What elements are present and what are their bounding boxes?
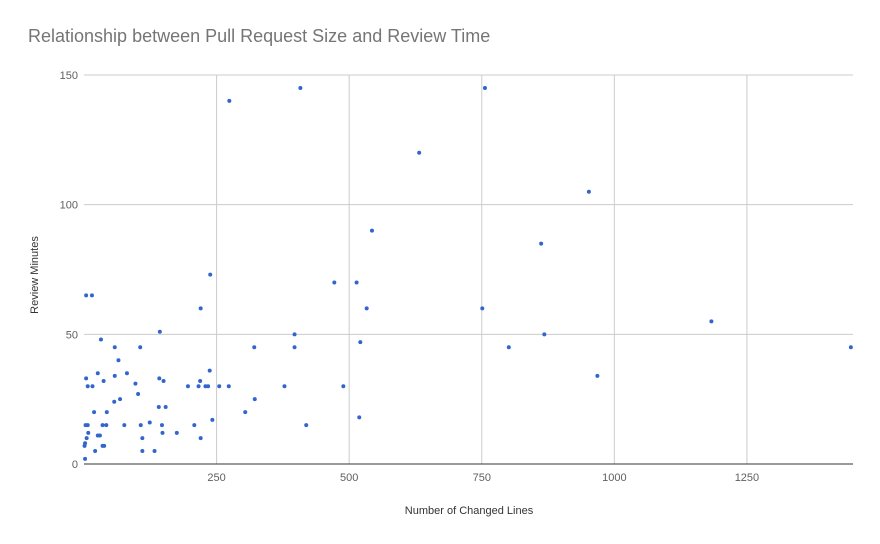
data-point — [85, 423, 90, 428]
tick-labels: 0 50 100 150 250 500 750 1000 1250 — [60, 70, 760, 484]
data-point — [480, 306, 485, 311]
data-point — [98, 337, 103, 342]
data-point — [207, 368, 212, 373]
data-point — [185, 384, 190, 389]
data-point — [112, 373, 117, 378]
data-point — [506, 345, 511, 350]
data-point — [354, 280, 359, 285]
data-point — [206, 384, 211, 389]
data-point — [292, 332, 297, 337]
y-tick-label: 0 — [72, 459, 78, 471]
data-point — [198, 379, 203, 384]
data-point — [586, 189, 591, 194]
y-tick-label: 100 — [60, 200, 78, 212]
y-tick-label: 50 — [66, 329, 78, 341]
data-point — [92, 410, 97, 415]
data-point — [358, 340, 363, 345]
data-point — [192, 423, 197, 428]
data-point — [102, 443, 107, 448]
x-tick-label: 500 — [340, 472, 358, 484]
data-point — [83, 456, 88, 461]
data-point — [84, 436, 89, 441]
data-points — [82, 85, 853, 461]
data-point — [112, 345, 117, 350]
data-point — [163, 404, 168, 409]
data-point — [136, 391, 141, 396]
data-point — [198, 436, 203, 441]
data-point — [539, 241, 544, 246]
data-point — [122, 423, 127, 428]
data-point — [364, 306, 369, 311]
data-point — [198, 306, 203, 311]
data-point — [84, 293, 89, 298]
data-point — [161, 379, 166, 384]
data-point — [89, 293, 94, 298]
data-point — [138, 423, 143, 428]
data-point — [86, 430, 91, 435]
data-point — [848, 345, 853, 350]
data-point — [482, 85, 487, 90]
data-point — [227, 98, 232, 103]
data-point — [82, 443, 87, 448]
y-axis-title: Review Minutes — [29, 236, 41, 314]
data-point — [217, 384, 222, 389]
data-point — [252, 345, 257, 350]
data-point — [417, 150, 422, 155]
data-point — [357, 415, 362, 420]
data-point — [85, 384, 90, 389]
data-point — [156, 404, 161, 409]
data-point — [292, 345, 297, 350]
gridlines — [84, 74, 853, 465]
data-point — [341, 384, 346, 389]
data-point — [101, 379, 106, 384]
chart-title: Relationship between Pull Request Size a… — [28, 26, 491, 46]
data-point — [138, 345, 143, 350]
data-point — [140, 436, 145, 441]
data-point — [210, 417, 215, 422]
data-point — [159, 423, 164, 428]
data-point — [90, 384, 95, 389]
data-point — [140, 449, 145, 454]
data-point — [157, 329, 162, 334]
x-tick-label: 750 — [473, 472, 491, 484]
data-point — [243, 410, 248, 415]
x-tick-label: 1250 — [735, 472, 759, 484]
data-point — [226, 384, 231, 389]
data-point — [100, 423, 105, 428]
data-point — [160, 430, 165, 435]
y-tick-label: 150 — [60, 70, 78, 82]
data-point — [147, 420, 152, 425]
data-point — [252, 397, 257, 402]
data-point — [118, 397, 123, 402]
data-point — [208, 272, 213, 277]
data-point — [174, 430, 179, 435]
data-point — [112, 399, 117, 404]
data-point — [595, 373, 600, 378]
x-axis-title: Number of Changed Lines — [405, 505, 534, 517]
data-point — [124, 371, 129, 376]
data-point — [196, 384, 201, 389]
data-point — [97, 433, 102, 438]
data-point — [282, 384, 287, 389]
data-point — [152, 449, 157, 454]
data-point — [84, 376, 89, 381]
data-point — [304, 423, 309, 428]
data-point — [93, 449, 98, 454]
data-point — [95, 371, 100, 376]
data-point — [709, 319, 714, 324]
data-point — [332, 280, 337, 285]
data-point — [157, 376, 162, 381]
data-point — [542, 332, 547, 337]
data-point — [104, 423, 109, 428]
x-tick-label: 250 — [207, 472, 225, 484]
data-point — [369, 228, 374, 233]
data-point — [104, 410, 109, 415]
data-point — [116, 358, 121, 363]
x-tick-label: 1000 — [602, 472, 626, 484]
data-point — [298, 85, 303, 90]
data-point — [133, 381, 138, 386]
